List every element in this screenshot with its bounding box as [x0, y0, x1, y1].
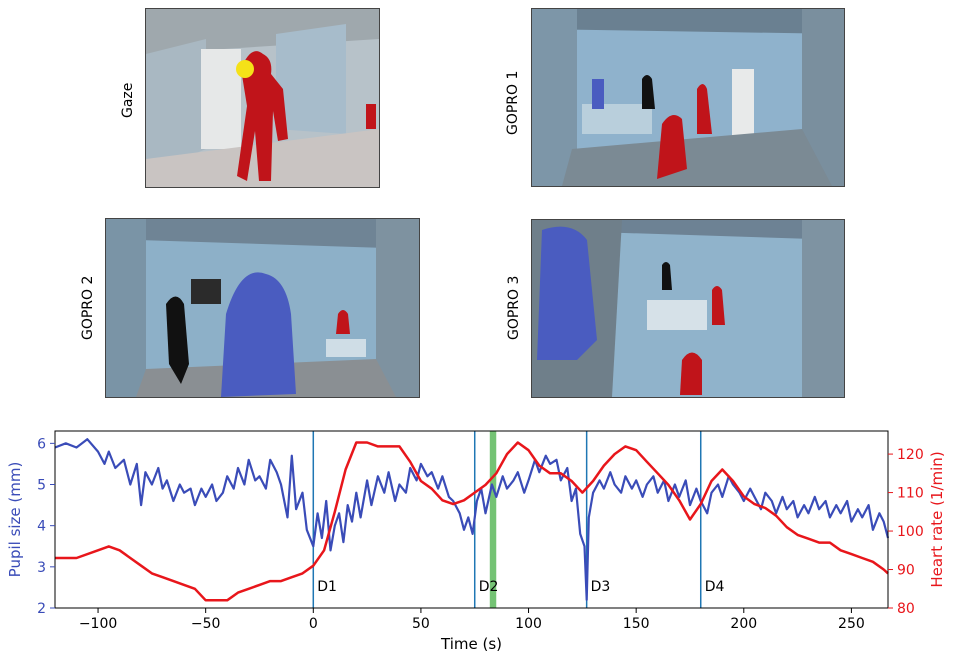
y-left-tick-label: 6	[37, 436, 46, 452]
y-right-tick-label: 100	[897, 524, 924, 540]
y-left-tick-label: 4	[37, 519, 46, 535]
y-left-axis-label: Pupil size (mm)	[6, 462, 24, 578]
x-tick-label: 50	[412, 616, 430, 632]
gopro1-panel	[531, 8, 845, 187]
x-tick-label: 150	[623, 616, 650, 632]
gaze-scene-image	[146, 9, 379, 187]
series-line-pupil-size	[54, 438, 890, 601]
y-right-tick-label: 80	[897, 601, 915, 617]
x-tick-label: 250	[838, 616, 865, 632]
gopro2-scene-image	[106, 219, 419, 397]
x-tick-label: 0	[309, 616, 318, 632]
gaze-panel	[145, 8, 380, 188]
gopro1-scene-image	[532, 9, 844, 186]
gopro3-panel	[531, 219, 845, 398]
y-right-tick-label: 110	[897, 486, 924, 502]
highlight-band	[489, 431, 497, 608]
marker-label-d2: D2	[479, 579, 499, 595]
y-left-tick-label: 2	[37, 601, 46, 617]
marker-label-d4: D4	[705, 579, 725, 595]
x-tick-label: 200	[730, 616, 757, 632]
x-tick-label: −50	[191, 616, 221, 632]
marker-label-d3: D3	[591, 579, 611, 595]
y-right-tick-label: 90	[897, 563, 915, 579]
y-left-tick-label: 3	[37, 560, 46, 576]
series-line-heart-rate	[55, 441, 889, 602]
gopro2-panel	[105, 218, 420, 398]
gopro3-scene-image	[532, 220, 844, 397]
y-right-tick-label: 120	[897, 447, 924, 463]
x-axis-label: Time (s)	[440, 635, 502, 653]
x-tick-label: −100	[79, 616, 117, 632]
marker-label-d1: D1	[317, 579, 337, 595]
plot-frame	[54, 430, 889, 609]
y-left-tick-label: 5	[37, 478, 46, 494]
x-tick-label: 100	[515, 616, 542, 632]
y-right-axis-label: Heart rate (1/min)	[928, 451, 946, 587]
